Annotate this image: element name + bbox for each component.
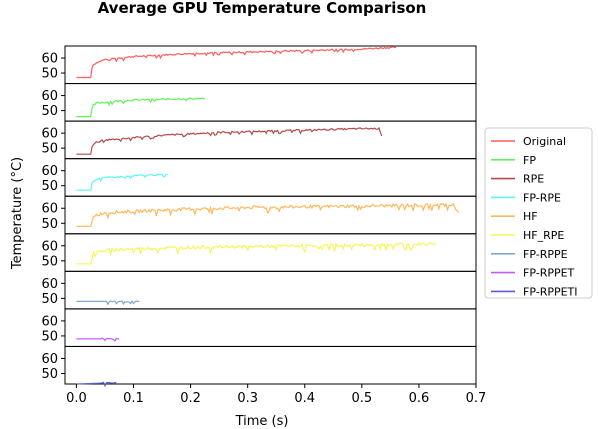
y-tick-label: 60 — [41, 277, 58, 292]
legend-entry: FP — [523, 154, 536, 167]
x-axis-label: Time (s) — [235, 414, 289, 429]
subplot-frame — [64, 308, 477, 347]
x-axis: 0.0 0.1 0.2 0.3 0.4 0.5 0.6 0.7 — [66, 384, 486, 406]
subplot-frame — [64, 120, 477, 160]
y-tick-label: 50 — [41, 254, 58, 269]
y-tick-label: 60 — [41, 89, 58, 104]
legend: Original FP RPE FP-RPE HF HF_RPE FP-RPPE FP-RPP… — [484, 127, 593, 299]
series-line-hf — [76, 202, 460, 227]
legend-entry: FP-RPE — [523, 191, 561, 204]
y-tick-label: 50 — [41, 142, 58, 157]
y-tick-label: 60 — [41, 164, 58, 179]
x-tick-label: 0.1 — [123, 391, 144, 406]
subplot-frame — [64, 345, 477, 385]
y-tick-label: 60 — [41, 202, 58, 217]
y-tick-label: 50 — [41, 104, 58, 119]
x-tick-label: 0.5 — [351, 391, 372, 406]
y-tick-label: 60 — [41, 127, 58, 142]
series-line-fp-rppe — [76, 300, 140, 306]
series-line-fp — [76, 97, 205, 118]
y-tick-label: 50 — [41, 217, 58, 232]
y-tick-label: 60 — [41, 314, 58, 329]
y-tick-label: 50 — [41, 292, 58, 307]
x-tick-label: 0.7 — [466, 391, 487, 406]
subplot-frame — [64, 233, 477, 272]
legend-entry: FP-RPPET — [523, 267, 575, 280]
legend-entry: FP-RPPETI — [523, 285, 578, 298]
series-line-fp-rppeti — [76, 381, 117, 388]
x-tick-label: 0.3 — [237, 391, 258, 406]
y-tick-label: 50 — [41, 367, 58, 382]
legend-entry: Original — [523, 135, 566, 148]
legend-entry: RPE — [523, 173, 544, 186]
legend-entry: HF_RPE — [523, 229, 564, 242]
series-line-fp-rppet — [76, 337, 120, 342]
y-tick-label: 50 — [41, 329, 58, 344]
x-tick-label: 0.2 — [180, 391, 201, 406]
series-line-original — [76, 46, 397, 79]
x-tick-label: 0.6 — [409, 391, 430, 406]
subplot-frame — [64, 83, 477, 122]
legend-entry: FP-RPPE — [523, 248, 568, 261]
y-axis-label: Temperature (°C) — [10, 157, 25, 270]
y-tick-label: 50 — [41, 179, 58, 194]
y-tick-label: 60 — [41, 239, 58, 254]
x-tick-label: 0.4 — [294, 391, 315, 406]
legend-box — [484, 127, 593, 299]
subplot-frame — [64, 195, 477, 235]
chart-title: Average GPU Temperature Comparison — [98, 0, 427, 17]
subplot-frame — [64, 158, 477, 197]
y-tick-label: 50 — [41, 67, 58, 82]
series-line-fp-rpe — [76, 173, 168, 191]
y-tick-label: 60 — [41, 52, 58, 67]
x-tick-label: 0.0 — [66, 391, 87, 406]
legend-entry: HF — [523, 210, 538, 223]
y-tick-label: 60 — [41, 352, 58, 367]
subplot-frame — [64, 270, 477, 310]
series-line-rpe — [76, 126, 383, 155]
series-line-hf-rpe — [76, 241, 437, 265]
